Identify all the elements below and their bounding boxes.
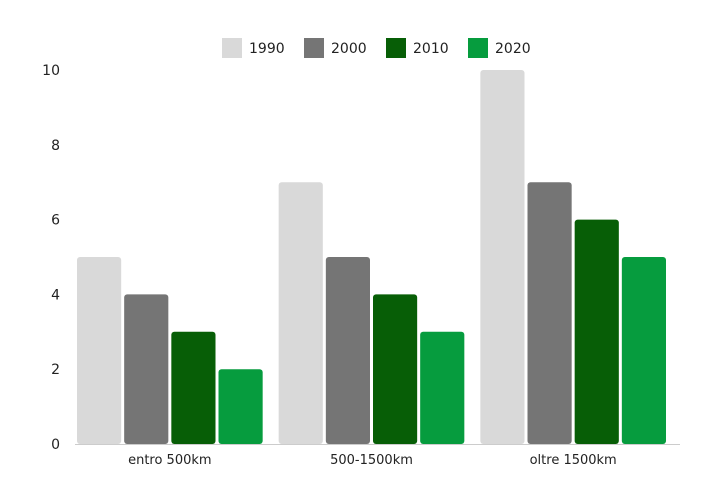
bars	[77, 70, 666, 444]
legend-item-2000[interactable]: 2000	[304, 38, 367, 58]
legend-label: 2000	[331, 41, 367, 57]
legend-item-2010[interactable]: 2010	[386, 38, 449, 58]
x-category-label: entro 500km	[128, 453, 211, 468]
y-tick-label: 6	[51, 213, 60, 229]
bar-1990-2[interactable]	[278, 182, 323, 444]
bar-2020-2[interactable]	[420, 331, 465, 444]
bar-2000-1[interactable]	[124, 294, 169, 444]
y-tick-label: 10	[42, 63, 60, 79]
y-tick-label: 4	[51, 287, 60, 303]
y-tick-label: 2	[51, 362, 60, 378]
x-category-label: oltre 1500km	[530, 453, 617, 468]
bar-2010-1[interactable]	[171, 331, 216, 444]
legend-swatch	[386, 38, 406, 58]
bar-2010-2[interactable]	[373, 294, 418, 444]
x-axis: entro 500km 500-1500km oltre 1500km	[75, 444, 680, 468]
bar-1990-3[interactable]	[480, 70, 525, 444]
legend-swatch	[468, 38, 488, 58]
legend: 1990 2000 2010 2020	[222, 38, 531, 58]
x-category-label: 500-1500km	[330, 453, 413, 468]
legend-label: 1990	[249, 41, 285, 57]
y-tick-label: 0	[51, 437, 60, 453]
bar-2020-1[interactable]	[218, 369, 263, 444]
legend-item-2020[interactable]: 2020	[468, 38, 531, 58]
bar-2000-2[interactable]	[325, 257, 370, 444]
legend-item-1990[interactable]: 1990	[222, 38, 285, 58]
legend-swatch	[222, 38, 242, 58]
legend-label: 2020	[495, 41, 531, 57]
legend-swatch	[304, 38, 324, 58]
bar-2000-3[interactable]	[527, 182, 572, 444]
bar-2020-3[interactable]	[621, 257, 666, 444]
bar-2010-3[interactable]	[574, 219, 619, 444]
legend-label: 2010	[413, 41, 449, 57]
y-axis: 0 2 4 6 8 10	[42, 63, 60, 453]
y-tick-label: 8	[51, 138, 60, 154]
bar-1990-1[interactable]	[77, 257, 122, 444]
